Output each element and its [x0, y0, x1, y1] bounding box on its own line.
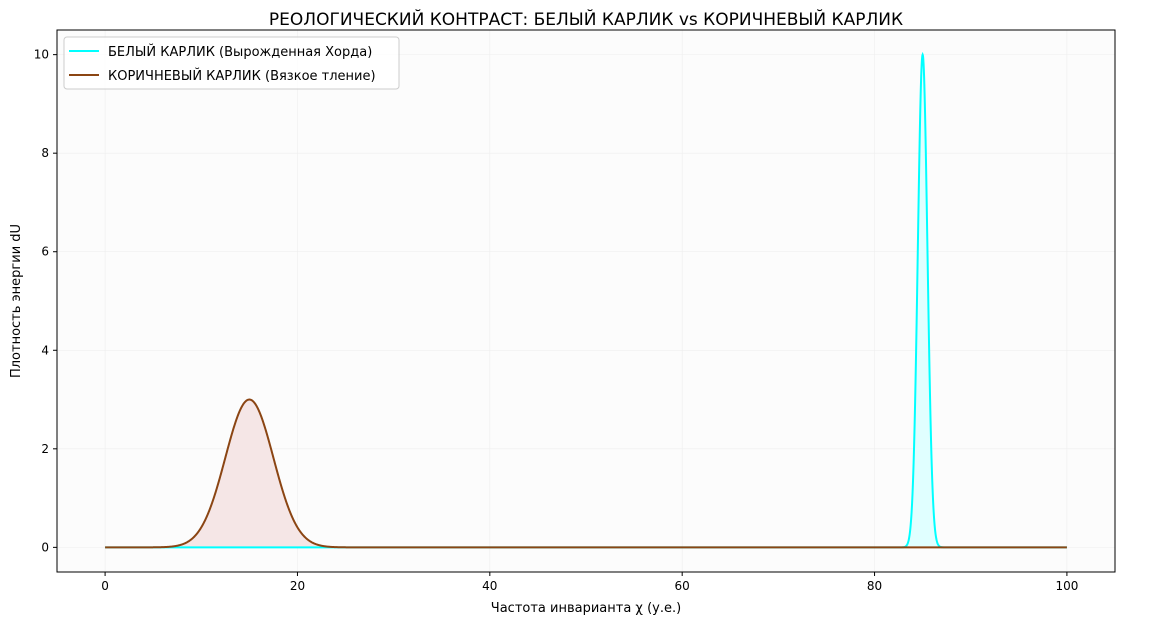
x-tick-label: 20: [290, 579, 305, 593]
x-tick-label: 0: [101, 579, 109, 593]
legend-label-white-dwarf: БЕЛЫЙ КАРЛИК (Вырожденная Хорда): [108, 44, 372, 60]
x-tick-label: 80: [867, 579, 882, 593]
series-line-1: [105, 398, 1067, 549]
x-tick-label: 100: [1055, 579, 1078, 593]
legend-label-brown-dwarf: КОРИЧНЕВЫЙ КАРЛИК (Вязкое тление): [108, 68, 376, 84]
y-tick-label: 4: [41, 343, 49, 357]
y-tick-label: 0: [41, 540, 49, 554]
y-tick-label: 6: [41, 245, 49, 259]
y-axis-label: Плотность энергии dU: [9, 224, 24, 378]
x-tick-label: 60: [675, 579, 690, 593]
x-axis-label: Частота инварианта χ (у.е.): [491, 601, 681, 616]
chart-title: РЕОЛОГИЧЕСКИЙ КОНТРАСТ: БЕЛЫЙ КАРЛИК vs …: [269, 8, 903, 30]
y-tick-label: 8: [41, 146, 49, 160]
x-axis: 0 20 40 60 80 100: [101, 572, 1078, 593]
y-tick-label: 10: [34, 48, 49, 62]
legend-box: [63, 36, 400, 90]
plot-frame: [56, 29, 1116, 573]
x-tick-label: 40: [482, 579, 497, 593]
series-lines: [105, 51, 1067, 549]
legend: БЕЛЫЙ КАРЛИК (Вырожденная Хорда) КОРИЧНЕ…: [63, 36, 400, 90]
area-fills: [105, 54, 1067, 548]
y-tick-label: 2: [41, 442, 49, 456]
series-fill-1: [105, 399, 1067, 548]
y-axis: 0 2 4 6 8 10: [34, 48, 57, 554]
